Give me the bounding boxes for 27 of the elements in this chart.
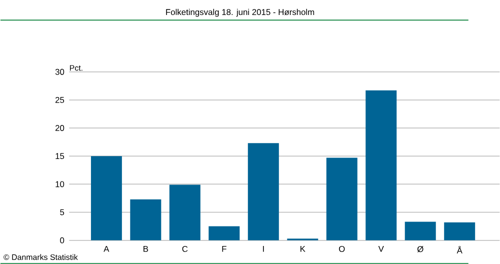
x-tick-label: F: [222, 246, 226, 252]
x-tick-label: A: [104, 246, 110, 252]
y-tick-label: 0: [60, 237, 64, 244]
x-tick-label: I: [263, 246, 264, 252]
chart-title: Folketingsvalg 18. juni 2015 - Hørsholm: [166, 8, 314, 17]
y-tick-label: 10: [56, 181, 64, 188]
bar: [90, 156, 122, 240]
y-tick-label: 5: [60, 209, 64, 216]
x-tick-label: O: [338, 246, 345, 252]
x-tick-label: K: [300, 246, 306, 252]
bar: [366, 90, 397, 240]
y-tick-label: 20: [55, 125, 64, 132]
x-tick-label: V: [378, 246, 384, 252]
y-tick-label: 30: [55, 68, 64, 75]
bar: [130, 199, 162, 240]
y-tick-label: 25: [55, 97, 64, 103]
bar: [404, 222, 436, 240]
y-tick-label: 15: [56, 153, 64, 160]
bar: [208, 226, 240, 240]
bar: [326, 158, 358, 240]
bar: [169, 184, 200, 240]
bar: [444, 222, 476, 240]
x-tick-label: B: [144, 246, 148, 252]
x-tick-label: Ø: [417, 246, 424, 252]
x-tick-label: Å: [456, 246, 462, 254]
x-tick-label: C: [182, 246, 188, 252]
bar: [248, 143, 279, 240]
